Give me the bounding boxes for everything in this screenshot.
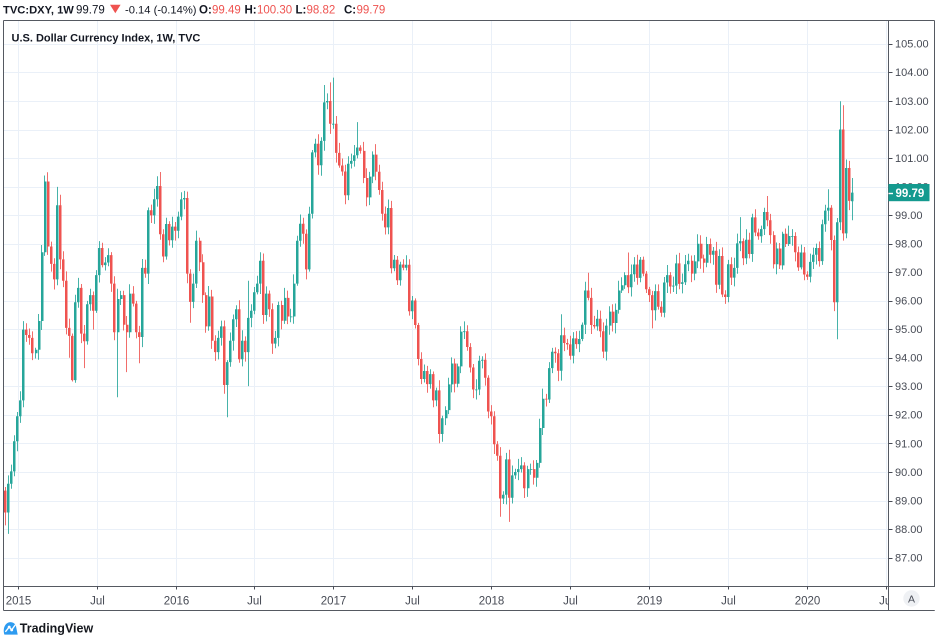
svg-text:99.00: 99.00 [895, 210, 923, 222]
svg-text:93.00: 93.00 [895, 381, 923, 393]
svg-text:Jul: Jul [405, 595, 420, 607]
svg-text:95.00: 95.00 [895, 324, 923, 336]
svg-text:2019: 2019 [637, 595, 663, 607]
svg-text:96.00: 96.00 [895, 296, 923, 308]
svg-text:105.00: 105.00 [895, 39, 929, 51]
svg-text:88.00: 88.00 [895, 524, 923, 536]
svg-text:Jul: Jul [90, 595, 105, 607]
svg-text:90.00: 90.00 [895, 467, 923, 479]
svg-text:2015: 2015 [6, 595, 32, 607]
svg-text:89.00: 89.00 [895, 495, 923, 507]
svg-text:92.00: 92.00 [895, 410, 923, 422]
svg-text:2017: 2017 [321, 595, 347, 607]
svg-text:99.79: 99.79 [357, 4, 386, 16]
svg-text:O:: O: [199, 4, 212, 16]
svg-text:U.S. Dollar Currency Index, 1W: U.S. Dollar Currency Index, 1W, TVC [12, 33, 201, 45]
svg-text:Jul: Jul [721, 595, 736, 607]
svg-text:102.00: 102.00 [895, 124, 929, 136]
svg-text:A: A [908, 593, 915, 605]
svg-text:-0.14 (-0.14%): -0.14 (-0.14%) [125, 4, 197, 16]
svg-text:98.82: 98.82 [307, 4, 336, 16]
svg-text:99.79: 99.79 [896, 188, 925, 200]
svg-text:104.00: 104.00 [895, 67, 929, 79]
svg-text:87.00: 87.00 [895, 552, 923, 564]
svg-text:99.79: 99.79 [76, 4, 105, 16]
svg-text:2016: 2016 [164, 595, 190, 607]
svg-text:Jul: Jul [247, 595, 262, 607]
svg-text:H:: H: [245, 4, 257, 16]
svg-text:98.00: 98.00 [895, 239, 923, 251]
svg-text:TradingView: TradingView [20, 621, 94, 635]
svg-text:103.00: 103.00 [895, 96, 929, 108]
svg-text:94.00: 94.00 [895, 353, 923, 365]
svg-text:91.00: 91.00 [895, 438, 923, 450]
svg-text:97.00: 97.00 [895, 267, 923, 279]
svg-text:TVC:DXY, 1W: TVC:DXY, 1W [3, 4, 74, 16]
svg-text:L:: L: [296, 4, 307, 16]
svg-text:2020: 2020 [795, 595, 821, 607]
svg-text:2018: 2018 [479, 595, 505, 607]
svg-text:C:: C: [344, 4, 356, 16]
svg-text:99.49: 99.49 [212, 4, 241, 16]
svg-text:Jul: Jul [563, 595, 578, 607]
svg-text:100.30: 100.30 [257, 4, 292, 16]
svg-text:101.00: 101.00 [895, 153, 929, 165]
